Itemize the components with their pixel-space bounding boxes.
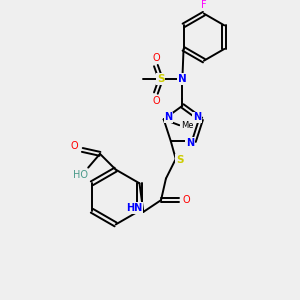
- Text: O: O: [152, 53, 160, 63]
- Text: Me: Me: [181, 121, 194, 130]
- Text: HO: HO: [73, 170, 88, 180]
- Text: F: F: [201, 0, 207, 10]
- Text: S: S: [176, 155, 183, 165]
- Text: O: O: [71, 141, 78, 151]
- Text: O: O: [183, 195, 190, 205]
- Text: N: N: [193, 112, 201, 122]
- Text: N: N: [186, 138, 194, 148]
- Text: HN: HN: [126, 203, 143, 213]
- Text: O: O: [152, 96, 160, 106]
- Text: N: N: [165, 112, 173, 122]
- Text: S: S: [157, 74, 164, 84]
- Text: N: N: [178, 74, 187, 84]
